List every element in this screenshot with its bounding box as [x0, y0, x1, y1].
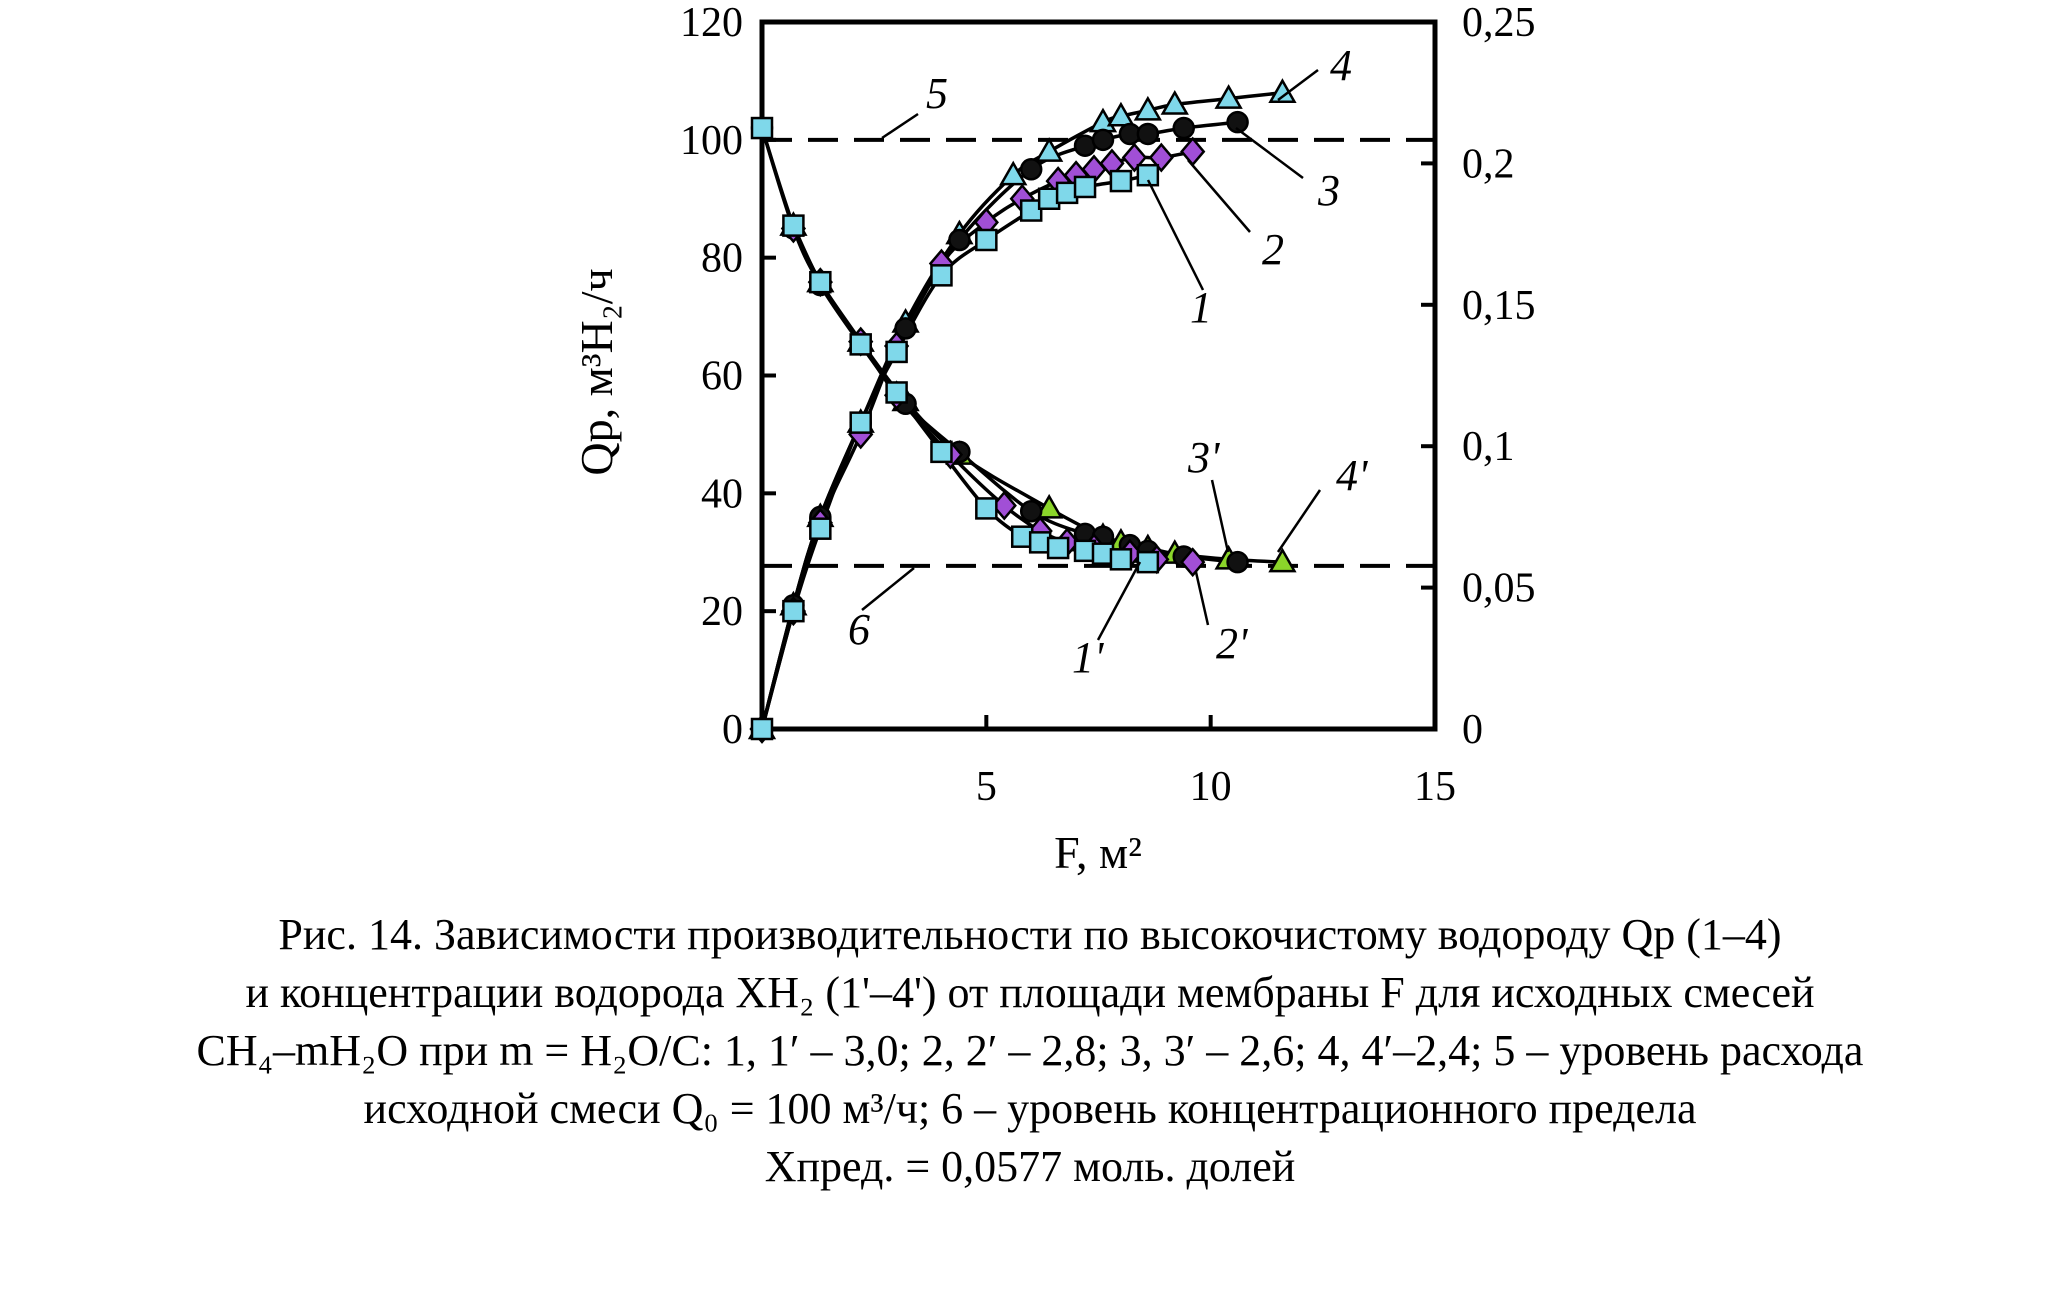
y-left-tick-label: 100: [680, 118, 743, 164]
curve-label-5: 5: [926, 69, 948, 118]
data-point-4: [1214, 84, 1243, 109]
caption-line-1: Рис. 14. Зависимости производительности …: [278, 910, 1782, 959]
data-point-1: [809, 517, 832, 540]
data-point-3: [1091, 128, 1115, 152]
y-right-tick-label: 0,1: [1462, 424, 1515, 470]
data-point-3: [1172, 116, 1195, 140]
y-left-tick-label: 120: [680, 0, 743, 46]
y-left-tick-label: 40: [701, 471, 743, 517]
y-left-tick-label: 60: [701, 354, 743, 400]
y-right-tick-label: 0,05: [1462, 566, 1536, 612]
data-point-1': [930, 440, 953, 464]
x-tick-label: 5: [976, 764, 997, 810]
caption-line-3: CH₄–mH₂O при m = H₂O/C: 1, 1′ – 3,0; 2, …: [196, 1026, 1864, 1075]
curve-label-3: 3: [1317, 166, 1340, 215]
y-right-tick-label: 0,2: [1462, 141, 1515, 187]
x-tick-label: 10: [1190, 764, 1232, 810]
y-right-tick-label: 0,15: [1462, 283, 1536, 329]
curve-label-4: 4: [1330, 41, 1352, 90]
caption-line-4: исходной смеси Q₀ = 100 м³/ч; 6 – уровен…: [363, 1084, 1697, 1133]
data-point-1: [975, 228, 998, 252]
caption-line-2: и концентрации водорода XH₂ (1'–4') от п…: [245, 968, 1815, 1017]
data-point-1: [1136, 163, 1160, 187]
figure-caption: Рис. 14. Зависимости производительности …: [40, 906, 2020, 1196]
curve-label-4': 4': [1336, 451, 1369, 500]
y-right-tick-label: 0,25: [1462, 0, 1536, 46]
y-left-tick-label: 80: [701, 236, 743, 282]
data-point-1: [1019, 199, 1043, 222]
data-point-1': [849, 333, 872, 356]
data-point-1': [782, 214, 805, 237]
data-point-1': [1136, 550, 1160, 574]
y-axis-title: Qp, м³H₂/ч: [571, 268, 622, 475]
data-point-1: [885, 340, 908, 364]
y-left-tick-label: 20: [701, 589, 743, 635]
data-point-1: [1109, 169, 1133, 193]
data-point-1: [1073, 175, 1097, 199]
curve-label-2': 2': [1216, 619, 1249, 668]
data-point-3: [1019, 158, 1043, 181]
data-point-1': [885, 381, 908, 404]
data-point-4: [1160, 89, 1189, 115]
curve-labels: 1 23 4 1' 2' 3' 4' 5 6: [848, 41, 1369, 682]
leader-4: [1277, 69, 1319, 101]
data-point-3: [948, 228, 971, 252]
leader-6: [861, 567, 915, 611]
data-point-4': [1034, 493, 1064, 519]
data-point-1': [750, 116, 774, 140]
curve-label-3': 3': [1187, 433, 1221, 482]
data-point-3: [894, 317, 917, 340]
data-point-3: [1136, 122, 1160, 146]
data-point-4: [1133, 95, 1163, 121]
data-point-2': [1180, 547, 1206, 578]
data-point-4: [1034, 137, 1064, 162]
x-axis-title: F, м²: [1054, 827, 1142, 878]
curve-label-1: 1: [1190, 283, 1212, 332]
curve-label-6: 6: [848, 605, 870, 654]
data-point-1': [975, 497, 998, 520]
leader-3': [1210, 479, 1230, 553]
y-right-tick-label: 0: [1462, 707, 1483, 753]
data-point-2: [1180, 136, 1206, 167]
y-left-tick-label: 0: [722, 707, 743, 753]
data-point-1: [782, 599, 805, 623]
leader-2: [1187, 159, 1251, 233]
data-point-1: [849, 411, 872, 434]
x-tick-label: 15: [1414, 764, 1456, 810]
data-point-1': [1109, 548, 1133, 571]
curve-label-1': 1': [1072, 633, 1105, 682]
leader-1': [1096, 561, 1142, 641]
data-point-1: [930, 264, 953, 287]
data-point-1': [1046, 536, 1070, 560]
data-point-3: [1226, 110, 1249, 134]
curve-label-2: 2: [1262, 225, 1284, 274]
data-point-4: [1106, 101, 1136, 127]
leader-3: [1235, 126, 1304, 180]
data-point-3': [1226, 550, 1249, 574]
data-point-4: [999, 160, 1028, 186]
data-point-4': [1268, 547, 1297, 573]
data-point-1': [809, 270, 832, 294]
data-point-1: [750, 717, 774, 741]
leader-4': [1276, 489, 1322, 553]
caption-line-5: Xпред. = 0,0577 моль. долей: [764, 1142, 1296, 1191]
leader-2': [1194, 571, 1210, 626]
data-point-3': [1019, 499, 1043, 523]
leader-1: [1146, 179, 1205, 291]
label-leaders: [861, 69, 1322, 641]
leader-5: [881, 112, 919, 140]
series-points: [747, 78, 1297, 744]
